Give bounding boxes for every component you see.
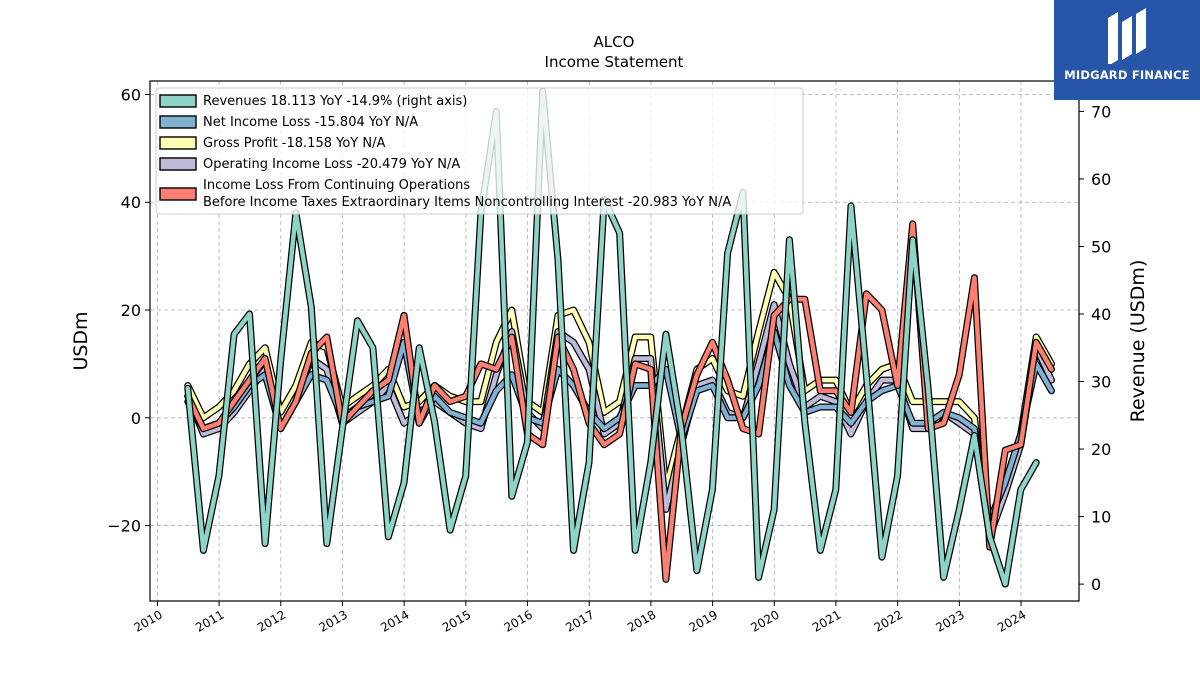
midgard-logo-mark-icon xyxy=(1108,8,1146,64)
legend-swatch-gross-profit xyxy=(159,136,197,150)
x-tick-label: 2010 xyxy=(131,607,164,634)
plot-frame xyxy=(149,80,1080,602)
x-tick-label: 2017 xyxy=(563,607,596,634)
x-tick-label: 2021 xyxy=(810,607,843,634)
y-tick-label: −20 xyxy=(107,517,141,536)
series-line-net-income-loss xyxy=(185,329,1054,523)
legend-swatch-operating-income xyxy=(159,157,197,171)
x-tick-label: 2011 xyxy=(193,607,226,634)
y-tick-label: 40 xyxy=(121,193,141,212)
legend-swatch-pretax-income xyxy=(159,187,197,201)
x-tick-label: 2024 xyxy=(995,607,1028,634)
x-tick-label: 2019 xyxy=(687,607,720,634)
y-tick-label: 60 xyxy=(121,85,141,104)
chart-subtitle: Income Statement xyxy=(545,53,684,71)
chart-title: ALCO xyxy=(594,33,635,51)
y-tick-label: 0 xyxy=(131,409,141,428)
logo-text: MIDGARD FINANCE xyxy=(1064,68,1190,82)
legend-swatch-revenues xyxy=(159,94,197,108)
x-tick-label: 2018 xyxy=(625,607,658,634)
y2-tick-label: 0 xyxy=(1091,575,1101,594)
x-tick-label: 2013 xyxy=(317,607,350,634)
legend-entry-gross-profit: Gross Profit -18.158 YoY N/A xyxy=(203,136,385,151)
legend-frame xyxy=(155,87,804,215)
x-tick-label: 2012 xyxy=(255,607,288,634)
series-lines xyxy=(184,87,1055,588)
legend-swatch-net-income xyxy=(159,115,197,129)
x-tick-label: 2016 xyxy=(502,607,535,634)
y2-tick-label: 70 xyxy=(1091,102,1111,121)
y2-tick-label: 40 xyxy=(1091,305,1111,324)
legend-entry-net-income: Net Income Loss -15.804 YoY N/A xyxy=(203,115,418,130)
legend-entry-operating-income: Operating Income Loss -20.479 YoY N/A xyxy=(203,157,460,172)
y2-tick-label: 20 xyxy=(1091,440,1111,459)
y2-tick-label: 10 xyxy=(1091,508,1111,527)
legend-entry-pretax-income-line2: Before Income Taxes Extraordinary Items … xyxy=(203,195,731,210)
legend: Revenues 18.113 YoY -14.9% (right axis) … xyxy=(155,87,804,215)
y2-tick-label: 60 xyxy=(1091,170,1111,189)
x-tick-label: 2014 xyxy=(378,607,411,634)
y-axis-label: USDm xyxy=(70,311,92,370)
midgard-finance-logo: MIDGARD FINANCE xyxy=(1054,0,1200,100)
legend-entry-revenues: Revenues 18.113 YoY -14.9% (right axis) xyxy=(203,94,467,109)
y2-tick-label: 50 xyxy=(1091,237,1111,256)
legend-entry-pretax-income-line1: Income Loss From Continuing Operations xyxy=(203,178,470,193)
x-tick-label: 2015 xyxy=(440,607,473,634)
y-tick-label: 20 xyxy=(121,301,141,320)
series-line-revenues xyxy=(185,88,1039,587)
x-tick-label: 2022 xyxy=(872,607,905,634)
y2-tick-label: 30 xyxy=(1091,373,1111,392)
y2-axis-label: Revenue (USDm) xyxy=(1127,260,1149,423)
x-tick-label: 2020 xyxy=(748,607,781,634)
x-tick-label: 2023 xyxy=(933,607,966,634)
